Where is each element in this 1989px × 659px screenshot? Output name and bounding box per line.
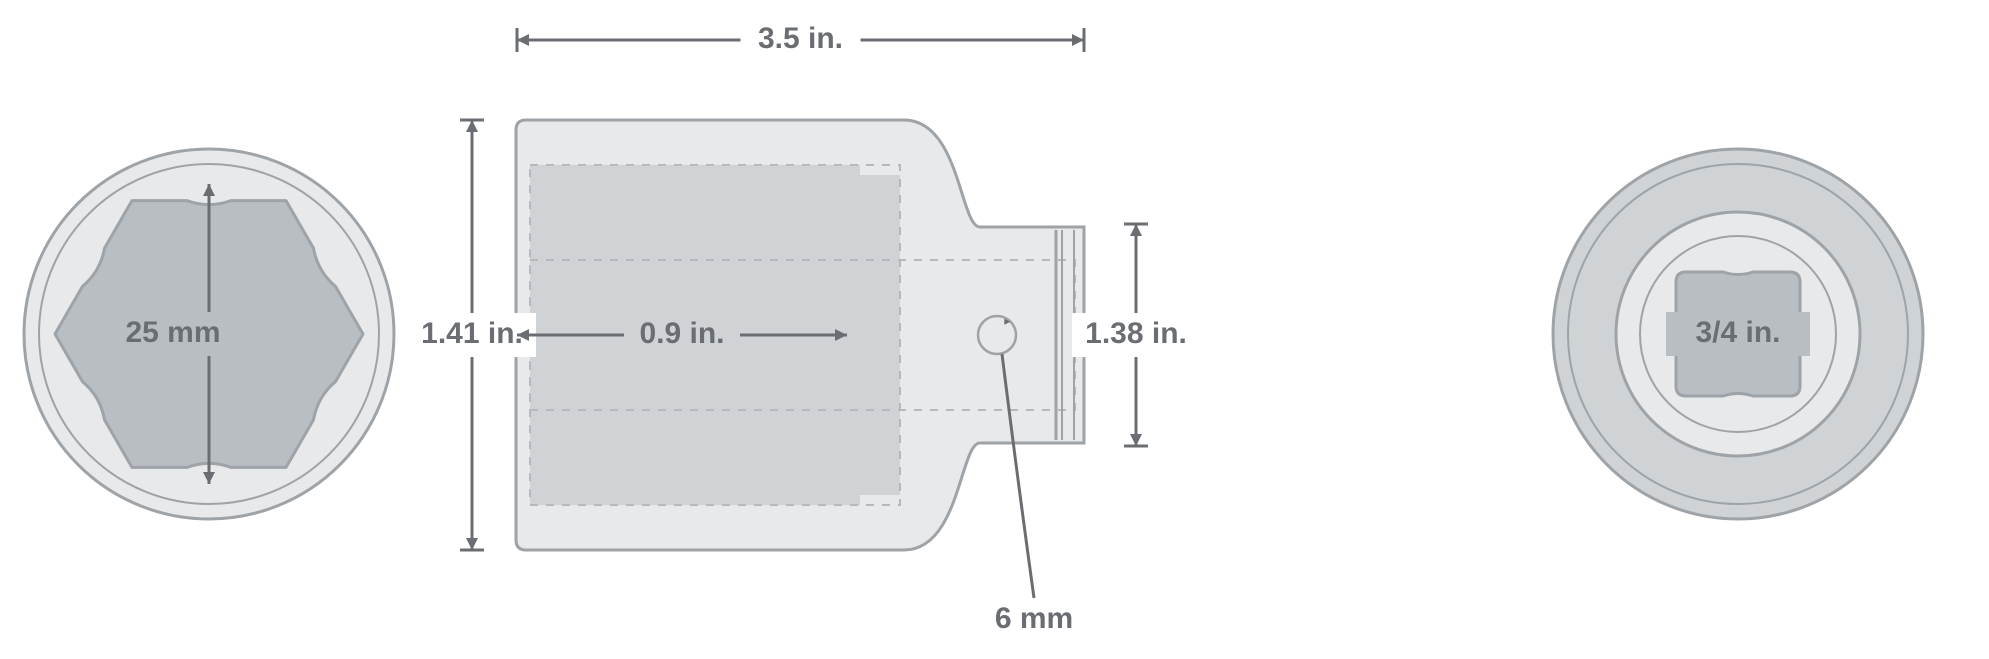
front-size-label: 25 mm <box>125 316 220 349</box>
dim-bore-label: 0.9 in. <box>639 317 724 350</box>
dim-drive-height-label: 1.38 in. <box>1085 317 1187 350</box>
front-view-label-layer: 25 mm <box>117 312 229 356</box>
side-view: 3.5 in. 1.41 in. 0.9 in. 1.38 in. 6 mm <box>408 18 1200 635</box>
rear-drive-label: 3/4 in. <box>1695 316 1780 349</box>
dim-body-height-label: 1.41 in. <box>421 317 523 350</box>
dim-length-label: 3.5 in. <box>758 22 843 55</box>
rear-view: 3/4 in. <box>1553 149 1923 519</box>
dim-ball-label: 6 mm <box>995 602 1073 635</box>
